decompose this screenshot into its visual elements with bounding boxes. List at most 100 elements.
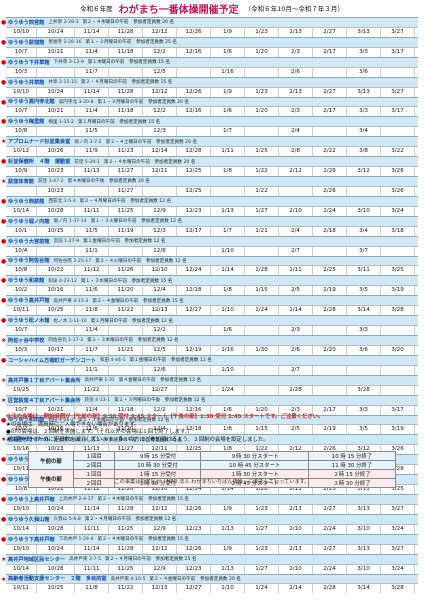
date-cell: 3/28 <box>381 306 415 316</box>
date-cell: 11/14 <box>75 27 109 37</box>
date-cell: 3/3 <box>347 326 381 335</box>
date-cell <box>37 385 75 395</box>
date-cell: 3/24 <box>381 524 415 534</box>
venue-marker: ★ <box>1 555 7 563</box>
date-cell <box>313 127 347 137</box>
venue-schedule: 第２・４木曜日の午前 参加者定員数 15 名 <box>97 497 190 503</box>
venue-header: ★ 区営荻窪４丁目アパート集会所 荻窪 4-13-1 第１・３月曜日の午後 参加者定員… <box>1 394 418 405</box>
venue-marker: ● <box>1 297 7 305</box>
date-cell: 3/10 <box>347 206 381 216</box>
venue-schedule: 第１・３月曜日の午前 参加者定員数 25 名 <box>85 40 177 46</box>
venue-name: ゆうゆう和田館 <box>8 417 45 424</box>
date-cell: 1/16 <box>211 345 245 355</box>
date-row: 10/7 11/4 12/2 1/6 2/3 3/3 <box>6 325 418 335</box>
date-cell: 1/24 <box>245 584 279 594</box>
venue-marker: ● <box>1 416 7 424</box>
date-cell <box>381 127 415 137</box>
date-cell: 3/11 <box>347 485 381 494</box>
date-cell: 12/9 <box>143 206 177 216</box>
venue-address: 上井草 2-28-3 <box>48 20 79 26</box>
venue-name: 高井戸地域区民センター <box>8 556 66 563</box>
date-cell: 12/2 <box>143 326 177 335</box>
date-cell: 10/23 <box>37 445 75 455</box>
date-cell: 11/21 <box>109 345 143 355</box>
date-cell: 2/4 <box>279 226 313 236</box>
date-cell: 10/7 <box>6 47 37 57</box>
date-cell: 11/26 <box>109 266 143 276</box>
date-cell: 1/8 <box>211 167 245 176</box>
date-cell: 1/22 <box>245 186 279 196</box>
date-cell: 12/11 <box>143 167 177 176</box>
venue-info: 高井戸地域区民センター 高井戸東 3-7-5 第２・４月曜日の午前 参加者定員数 2… <box>6 555 418 564</box>
date-cell: 12/26 <box>177 544 211 554</box>
venue-address: 荻窪 5-20-1 <box>74 159 100 165</box>
venue-address: 高円寺北 3-20-8 <box>58 99 94 105</box>
venue-info: ゆうゆう松ノ木館 松ノ木 1-11-10 第１月曜日の午前 参加者定員数 12 名 <box>6 316 418 325</box>
venue-address: 和田 4-16-2 <box>48 417 74 423</box>
date-cell: 10/23 <box>37 186 75 196</box>
date-cell: 12/14 <box>143 147 177 157</box>
date-cell <box>313 246 347 256</box>
date-cell: 11/8 <box>75 306 109 316</box>
date-cell: 3/26 <box>381 186 415 196</box>
date-cell: 3/24 <box>381 206 415 216</box>
date-cell: 11/8 <box>75 584 109 594</box>
date-cell: 12/12 <box>143 87 177 97</box>
date-cell <box>381 326 415 335</box>
date-cell <box>6 186 37 196</box>
date-row: 10/10 10/24 11/14 11/28 12/12 12/26 1/9 1/23 2/1… <box>6 26 418 37</box>
date-row: 10/4 11/1 12/6 1/10 2/7 3/7 <box>6 245 418 256</box>
date-cell: 1/7 <box>211 127 245 137</box>
venue-marker: ● <box>1 78 7 86</box>
notes: ※注の会場は、開始時間が【午前の部】9:30 受付 9:45 スタート【午後の部… <box>6 414 418 444</box>
date-cell: 10/16 <box>37 425 75 435</box>
date-cell <box>109 326 143 335</box>
reception: 10 時 30 分受付 <box>113 460 202 470</box>
date-row: 10/3 11/7 12/5 1/16 2/6 3/6 <box>6 66 418 77</box>
date-cell: 2/7 <box>279 246 313 256</box>
date-cell: 3/12 <box>347 445 381 455</box>
date-cell <box>177 385 211 395</box>
venue-name: ゆうゆう阿佐谷館 <box>8 258 50 265</box>
venue-schedule: 第１金曜日の午前 参加者定員数 12 名 <box>129 358 212 364</box>
venue-schedule: 第２・４木曜日の午前 参加者定員数 20 名 <box>82 20 175 26</box>
date-cell <box>245 246 279 256</box>
date-cell: 1/8 <box>211 286 245 296</box>
date-cell: 1/21 <box>245 226 279 236</box>
date-cell: 3/18 <box>381 226 415 236</box>
venue-schedule: 第２・４水曜日の午前 参加者定員数 20 名 <box>103 159 196 165</box>
date-row: 10/2 10/16 11/6 11/20 12/4 12/18 1/8 1/15 2/5 2/1… <box>6 424 418 435</box>
venue-header: ● ゆうゆう上高井戸館 上高井戸 2-4-17 第２・４木曜日の午前 参加者定員数 1… <box>1 494 418 504</box>
date-cell: 10/14 <box>6 524 37 534</box>
date-cell <box>109 365 143 375</box>
venue-info: ゆうゆう下井草館 下井草 3-13-9 第１木曜日の午前 参加者定員数 15 名 <box>6 58 418 67</box>
date-cell: 2/22 <box>313 147 347 157</box>
date-cell: 10/7 <box>6 326 37 335</box>
date-cell <box>381 67 415 77</box>
date-cell: 2/12 <box>279 445 313 455</box>
date-row: 10/2 10/16 11/6 11/20 12/4 12/18 1/8 1/15 2/5 2/1… <box>6 285 418 296</box>
date-row: 10/7 10/21 11/4 11/18 12/2 12/16 1/6 1/20 2/3 2/1… <box>6 106 418 117</box>
date-cell: 11/25 <box>109 524 143 534</box>
date-cell: 3/6 <box>347 67 381 77</box>
date-cell: 11/1 <box>75 365 109 375</box>
date-cell: 11/18 <box>109 107 143 117</box>
date-cell: 1/6 <box>211 107 245 117</box>
date-cell: 11/12 <box>75 485 109 494</box>
am-label: 午前の部 <box>28 451 74 470</box>
venue-marker: ● <box>1 356 7 364</box>
venue-schedule: 第２・４金曜日の午前 参加者定員数 15 名 <box>92 298 184 304</box>
date-cell: 1/13 <box>211 524 245 534</box>
venue-info: 阿佐ヶ谷中学校 阿佐谷北 1-17-3 第１・３木曜日の午前 参加者定員数 12 名 <box>6 336 418 345</box>
date-cell: 3/17 <box>381 107 415 117</box>
date-cell: 1/27 <box>245 524 279 534</box>
venue-marker: ● <box>1 38 7 46</box>
venue-marker: ● <box>1 476 7 484</box>
venue-address: 久我山 5-6-8 <box>53 517 81 523</box>
venue-address: 善福寺 2-26-16 <box>48 40 82 46</box>
date-cell: 3/8 <box>347 147 381 157</box>
date-cell: 10/9 <box>6 167 37 176</box>
date-cell: 10/14 <box>6 206 37 216</box>
date-row: 10/23 11/27 12/25 1/22 2/26 3/26 <box>6 185 418 196</box>
date-cell: 1/10 <box>211 365 245 375</box>
